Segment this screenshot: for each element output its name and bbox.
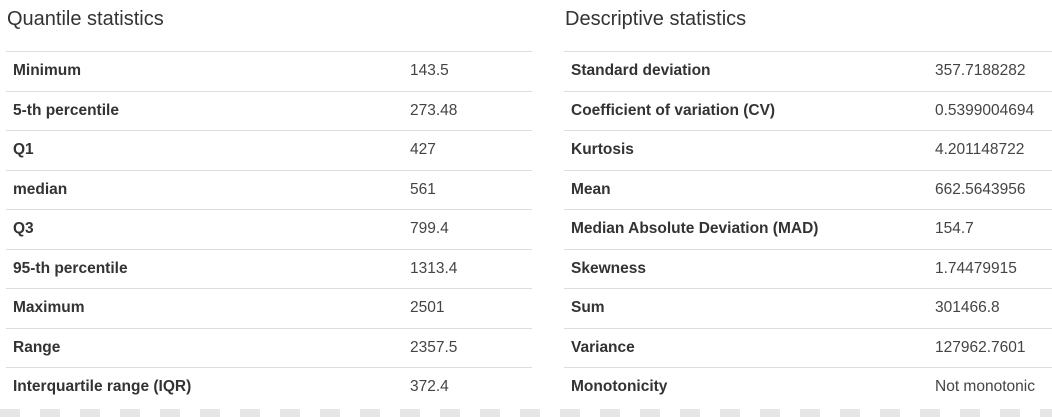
bottom-divider [0,409,1052,417]
stat-value: 1.74479915 [928,248,1052,289]
stat-value: 143.5 [403,51,532,91]
table-row: 95-th percentile 1313.4 [6,248,532,289]
stat-label: Median Absolute Deviation (MAD) [564,209,928,249]
stat-value: 2357.5 [403,327,532,368]
stat-value: 427 [403,130,532,170]
table-row: Skewness 1.74479915 [564,248,1052,289]
stat-value: 561 [403,169,532,210]
stat-label: Range [6,327,403,368]
quantile-statistics-table: Minimum 143.5 5-th percentile 273.48 Q1 … [6,51,532,407]
table-row: Interquartile range (IQR) 372.4 [6,367,532,407]
stat-value: 301466.8 [928,288,1052,328]
table-row: median 561 [6,169,532,210]
stat-value: 2501 [403,288,532,328]
stat-label: Kurtosis [564,130,928,170]
stat-label: Variance [564,327,928,368]
quantile-statistics-title: Quantile statistics [7,8,164,30]
quantile-statistics-panel: Quantile statistics Minimum 143.5 5-th p… [6,0,532,407]
stat-value: 4.201148722 [928,130,1052,170]
descriptive-statistics-table: Standard deviation 357.7188282 Coefficie… [564,51,1052,407]
stat-label: Skewness [564,248,928,289]
descriptive-statistics-panel: Descriptive statistics Standard deviatio… [564,0,1052,407]
table-row: Coefficient of variation (CV) 0.53990046… [564,90,1052,131]
stat-label: Interquartile range (IQR) [6,367,403,407]
descriptive-statistics-title: Descriptive statistics [565,8,747,30]
stat-value: 273.48 [403,90,532,131]
table-row: Maximum 2501 [6,288,532,328]
stat-label: Standard deviation [564,51,928,91]
stat-label: Coefficient of variation (CV) [564,90,928,131]
table-row: Median Absolute Deviation (MAD) 154.7 [564,209,1052,249]
table-row: 5-th percentile 273.48 [6,90,532,131]
table-row: Q3 799.4 [6,209,532,249]
table-row: Minimum 143.5 [6,51,532,91]
stat-label: Sum [564,288,928,328]
table-row: Sum 301466.8 [564,288,1052,328]
stat-label: Q3 [6,209,403,249]
table-row: Standard deviation 357.7188282 [564,51,1052,91]
stat-value: 357.7188282 [928,51,1052,91]
stat-label: Maximum [6,288,403,328]
table-row: Kurtosis 4.201148722 [564,130,1052,170]
table-row: Mean 662.5643956 [564,169,1052,210]
stat-label: 5-th percentile [6,90,403,131]
stat-value: 372.4 [403,367,532,407]
stat-label: Minimum [6,51,403,91]
stat-value: 799.4 [403,209,532,249]
stat-value: 662.5643956 [928,169,1052,210]
stat-label: Mean [564,169,928,210]
stat-label: 95-th percentile [6,248,403,289]
table-row: Monotonicity Not monotonic [564,367,1052,407]
stat-value: 127962.7601 [928,327,1052,368]
stat-value: 1313.4 [403,248,532,289]
table-row: Variance 127962.7601 [564,327,1052,368]
stat-label: median [6,169,403,210]
table-row: Q1 427 [6,130,532,170]
stat-value: 0.5399004694 [928,90,1052,131]
table-row: Range 2357.5 [6,327,532,368]
stat-value: Not monotonic [928,367,1052,407]
stat-label: Monotonicity [564,367,928,407]
stat-value: 154.7 [928,209,1052,249]
stat-label: Q1 [6,130,403,170]
